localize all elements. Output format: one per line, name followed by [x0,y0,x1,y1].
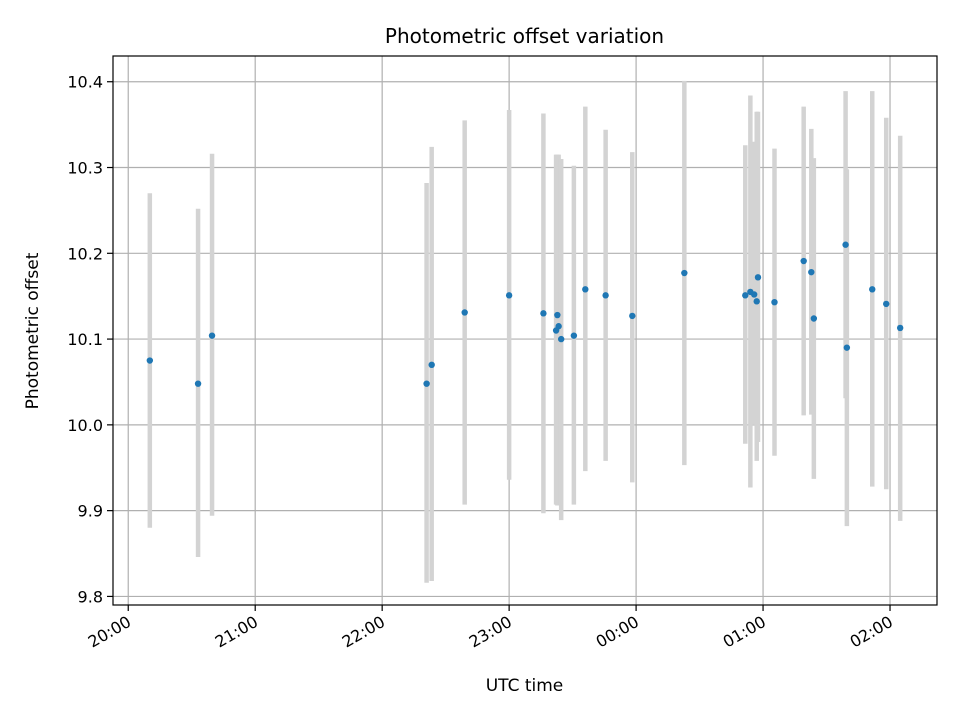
y-tick-label: 10.1 [67,330,103,349]
x-tick-label: 00:00 [593,612,642,652]
y-tick-label: 10.3 [67,159,103,178]
data-point [742,292,749,299]
x-axis-title: UTC time [486,676,564,696]
data-point [570,332,578,339]
data-point [753,298,760,305]
y-tick-label: 10.2 [67,244,103,263]
data-point [869,286,876,293]
grid-lines [113,56,937,605]
y-tick-label: 10.0 [67,416,103,435]
data-point [771,298,778,306]
data-points [146,241,904,387]
chart-title: Photometric offset variation [385,24,664,48]
data-point [505,292,513,299]
data-point [208,332,216,339]
y-tick-label: 9.9 [78,502,103,521]
data-point [461,309,468,316]
data-point [629,312,636,320]
y-axis-title: Photometric offset [23,252,43,409]
data-point [681,269,688,277]
x-tick-label: 01:00 [720,612,769,652]
y-tick-label: 10.4 [67,73,103,92]
data-point [194,380,202,387]
x-tick-label: 22:00 [339,612,388,652]
data-point [428,361,435,369]
data-point [540,310,547,317]
x-tick-label: 23:00 [466,612,515,652]
data-point [557,335,565,343]
data-point [842,241,849,248]
y-tick-label: 9.8 [78,587,103,606]
data-point [423,380,430,387]
x-tick-label: 20:00 [85,612,134,652]
data-point [750,291,758,298]
data-point [808,268,815,276]
data-point [896,324,904,332]
data-point [800,257,807,265]
y-tick-labels: 9.8 9.9 10.0 10.1 10.2 10.3 10.4 [67,73,103,607]
data-point [602,292,609,299]
plot-area-frame [112,55,938,606]
data-point [555,323,562,330]
data-point [843,344,851,351]
data-point [554,311,561,319]
data-point [582,286,589,293]
x-tick-labels: 20:00 21:00 22:00 23:00 00:00 01:00 02:00 [85,612,896,652]
error-bars [147,80,903,583]
x-tick-label: 02:00 [847,612,896,652]
data-point [810,315,818,322]
x-tick-label: 21:00 [212,612,261,652]
axis-ticks [107,81,891,611]
data-point [754,274,762,281]
data-point [146,357,154,364]
data-point [883,300,890,308]
